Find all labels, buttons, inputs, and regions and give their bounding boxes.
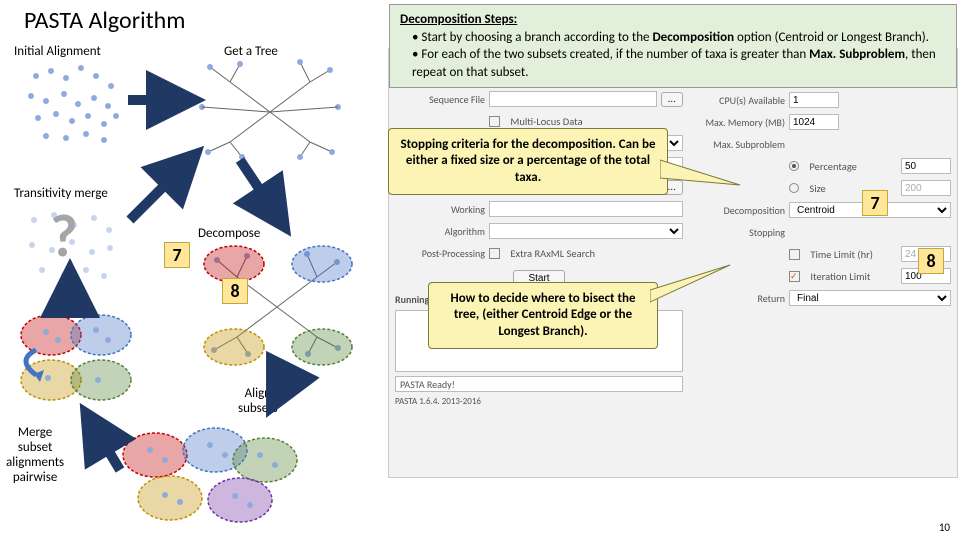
- pct-radio[interactable]: [789, 161, 799, 171]
- extra-raxml-check[interactable]: [489, 248, 500, 259]
- badge-8-left: 8: [222, 278, 248, 304]
- post-label: Post-Processing: [395, 247, 485, 260]
- maxsub-label: Max. Subproblem: [695, 138, 785, 151]
- badge-7-right: 7: [862, 190, 888, 216]
- decomp-steps-banner: Decomposition Steps: • Start by choosing…: [389, 4, 957, 88]
- pct-label: Percentage: [809, 160, 857, 173]
- mem-spin[interactable]: [789, 114, 839, 130]
- multilocus-label: Multi-Locus Data: [510, 115, 582, 128]
- pct-spin[interactable]: [901, 158, 951, 174]
- seq-file-label: Sequence File: [395, 93, 485, 106]
- size-radio[interactable]: [789, 183, 799, 193]
- callout-bisect-tail: [650, 260, 740, 310]
- footer: PASTA 1.6.4. 2013-2016: [389, 396, 689, 407]
- timelimit-check[interactable]: [789, 249, 800, 260]
- working-input[interactable]: [489, 201, 683, 217]
- slide-number: 10: [939, 521, 950, 534]
- timelimit-label: Time Limit (hr): [810, 248, 873, 261]
- badge-7-left: 7: [164, 242, 190, 268]
- return-select[interactable]: Final: [789, 290, 951, 306]
- working-label: Working: [395, 203, 485, 216]
- multilocus-check[interactable]: [489, 116, 500, 127]
- status-bar: PASTA Ready!: [395, 376, 683, 392]
- extra-raxml-label: Extra RAxML Search: [510, 247, 595, 260]
- seq-file-browse[interactable]: ...: [661, 92, 683, 107]
- cpus-label: CPU(s) Available: [695, 94, 785, 107]
- iterlimit-check[interactable]: [789, 271, 800, 282]
- flow-arrows: [0, 0, 390, 540]
- callout-stopping-tail: [660, 150, 750, 200]
- size-spin[interactable]: [901, 180, 951, 196]
- callout-stopping: Stopping criteria for the decomposition.…: [388, 128, 668, 195]
- badge-8-right: 8: [918, 248, 944, 274]
- cpus-spin[interactable]: [789, 92, 839, 108]
- seq-file-input[interactable]: [489, 91, 657, 107]
- iterlimit-label: Iteration Limit: [810, 270, 870, 283]
- algorithm-select[interactable]: [489, 223, 683, 239]
- mem-label: Max. Memory (MB): [695, 116, 785, 129]
- callout-bisect: How to decide where to bisect the tree, …: [428, 282, 658, 349]
- size-label: Size: [809, 182, 825, 195]
- stop-label: Stopping: [695, 226, 785, 239]
- decomp-label: Decomposition: [695, 204, 785, 217]
- algorithm-label: Algorithm: [395, 225, 485, 238]
- banner-heading: Decomposition Steps:: [400, 11, 946, 29]
